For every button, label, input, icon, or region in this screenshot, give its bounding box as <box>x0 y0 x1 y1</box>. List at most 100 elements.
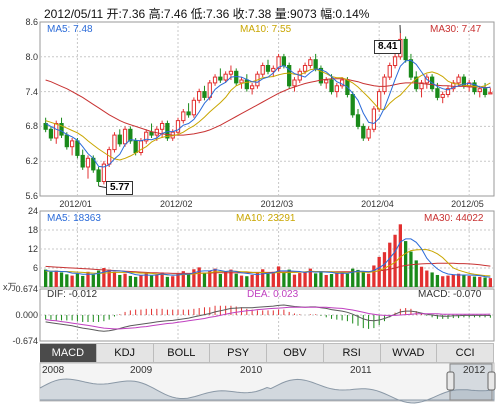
navigator-left-handle <box>446 371 455 391</box>
candle-body <box>112 134 117 151</box>
volume-bar <box>282 272 286 287</box>
tab-macd[interactable]: MACD <box>40 344 97 362</box>
candle-body <box>456 76 461 84</box>
tab-psy[interactable]: PSY <box>210 344 267 362</box>
volume-bar <box>467 275 471 287</box>
price-ma5-legend: MA5: 7.48 <box>47 24 93 35</box>
price-axis-tick: 8.6 <box>25 17 38 27</box>
tab-rsi[interactable]: RSI <box>324 344 381 362</box>
macd-panel-frame <box>39 288 495 342</box>
volume-bar <box>255 272 260 287</box>
volume-bar <box>213 268 217 287</box>
candle-body <box>59 123 64 136</box>
nav-year-2011: 2011 <box>350 365 372 376</box>
volume-bar <box>292 274 297 287</box>
volume-bar <box>160 272 164 287</box>
volume-bar <box>49 271 53 287</box>
volume-bar <box>441 276 445 287</box>
candle-body <box>292 79 297 87</box>
candle-body <box>276 56 281 69</box>
candle-body <box>355 114 361 127</box>
tab-kdj[interactable]: KDJ <box>97 344 154 362</box>
price-panel-frame <box>39 21 495 197</box>
candle-body <box>80 154 85 168</box>
volume-bar <box>340 271 344 287</box>
candle-body <box>260 65 265 75</box>
candle-body <box>324 79 329 84</box>
volume-bar <box>70 275 74 287</box>
volume-bar <box>382 252 387 287</box>
volume-bar <box>118 274 122 287</box>
tab-obv[interactable]: OBV <box>267 344 324 362</box>
price-low-callout: 5.77 <box>106 181 134 195</box>
candle-body <box>133 140 138 153</box>
tab-boll[interactable]: BOLL <box>154 344 211 362</box>
volume-bar <box>483 277 487 287</box>
candle-body <box>419 82 424 90</box>
candle-body <box>122 128 128 145</box>
price-high-callout: 8.41 <box>374 40 402 54</box>
volume-bar <box>234 273 238 287</box>
volume-axis-tick: 24 <box>27 206 38 216</box>
candle-body <box>302 65 308 72</box>
candle-body <box>403 38 408 61</box>
volume-bar <box>351 268 355 287</box>
quote-low: 低:7.36 <box>190 7 230 21</box>
macd-dif-legend: DIF: -0.012 <box>47 289 98 300</box>
volume-bar <box>192 269 196 287</box>
volume-ma30-legend: MA30: 44022 <box>424 213 484 224</box>
volume-bar <box>451 274 455 287</box>
candle-body <box>440 94 445 98</box>
nav-year-2009: 2009 <box>130 365 153 376</box>
volume-bar <box>276 266 281 287</box>
volume-bar <box>197 267 201 287</box>
candle-body <box>382 76 387 93</box>
volume-ma5-legend: MA5: 18363 <box>47 213 101 224</box>
volume-bar <box>65 274 69 287</box>
volume-ma10-legend: MA10: 23291 <box>236 213 296 224</box>
quote-high: 高:7.46 <box>148 7 188 21</box>
macd-axis-tick: -0.674 <box>12 336 38 346</box>
candle-body <box>165 123 170 139</box>
tab-cci[interactable]: CCI <box>437 344 494 362</box>
volume-bar <box>44 269 48 287</box>
candle-body <box>64 134 69 148</box>
price-ma30-line <box>45 78 491 136</box>
tab-wvad[interactable]: WVAD <box>381 344 438 362</box>
volume-bar <box>345 273 350 287</box>
volume-bar <box>155 274 159 287</box>
candle-body <box>265 65 271 72</box>
volume-bar <box>425 270 429 287</box>
volume-bar <box>298 273 302 287</box>
macd-axis-tick: 0.674 <box>15 284 38 294</box>
volume-bar <box>361 272 365 287</box>
volume-bar <box>393 234 397 287</box>
volume-bar <box>229 269 233 287</box>
volume-bar <box>377 256 381 287</box>
candle-body <box>366 128 371 139</box>
volume-bar <box>271 271 275 287</box>
quote-volume: 量:9073 <box>274 7 317 21</box>
candle-body <box>197 91 202 101</box>
volume-axis-tick: 6 <box>32 263 38 273</box>
candle-body <box>186 111 191 116</box>
candle-body <box>191 99 197 116</box>
volume-bar <box>123 273 127 287</box>
volume-bar <box>329 274 334 287</box>
price-ma5-line <box>45 59 491 168</box>
volume-bar <box>86 271 90 287</box>
quote-date: 2012/05/11 <box>44 7 104 21</box>
candle-body <box>313 59 318 69</box>
price-ma30-legend: MA30: 7.47 <box>430 24 482 35</box>
time-axis-tick: 2012/05 <box>451 199 484 209</box>
candle-body <box>371 108 377 130</box>
candle-body <box>287 65 292 87</box>
volume-bar <box>472 276 477 287</box>
price-axis-tick: 5.6 <box>25 191 38 201</box>
volume-bar <box>112 271 117 287</box>
volume-bar <box>303 271 307 287</box>
volume-bar <box>181 271 185 287</box>
quote-header: 2012/05/11 开:7.36 高:7.46 低:7.36 收:7.38 量… <box>44 5 369 22</box>
volume-axis-tick: 12 <box>27 244 38 254</box>
